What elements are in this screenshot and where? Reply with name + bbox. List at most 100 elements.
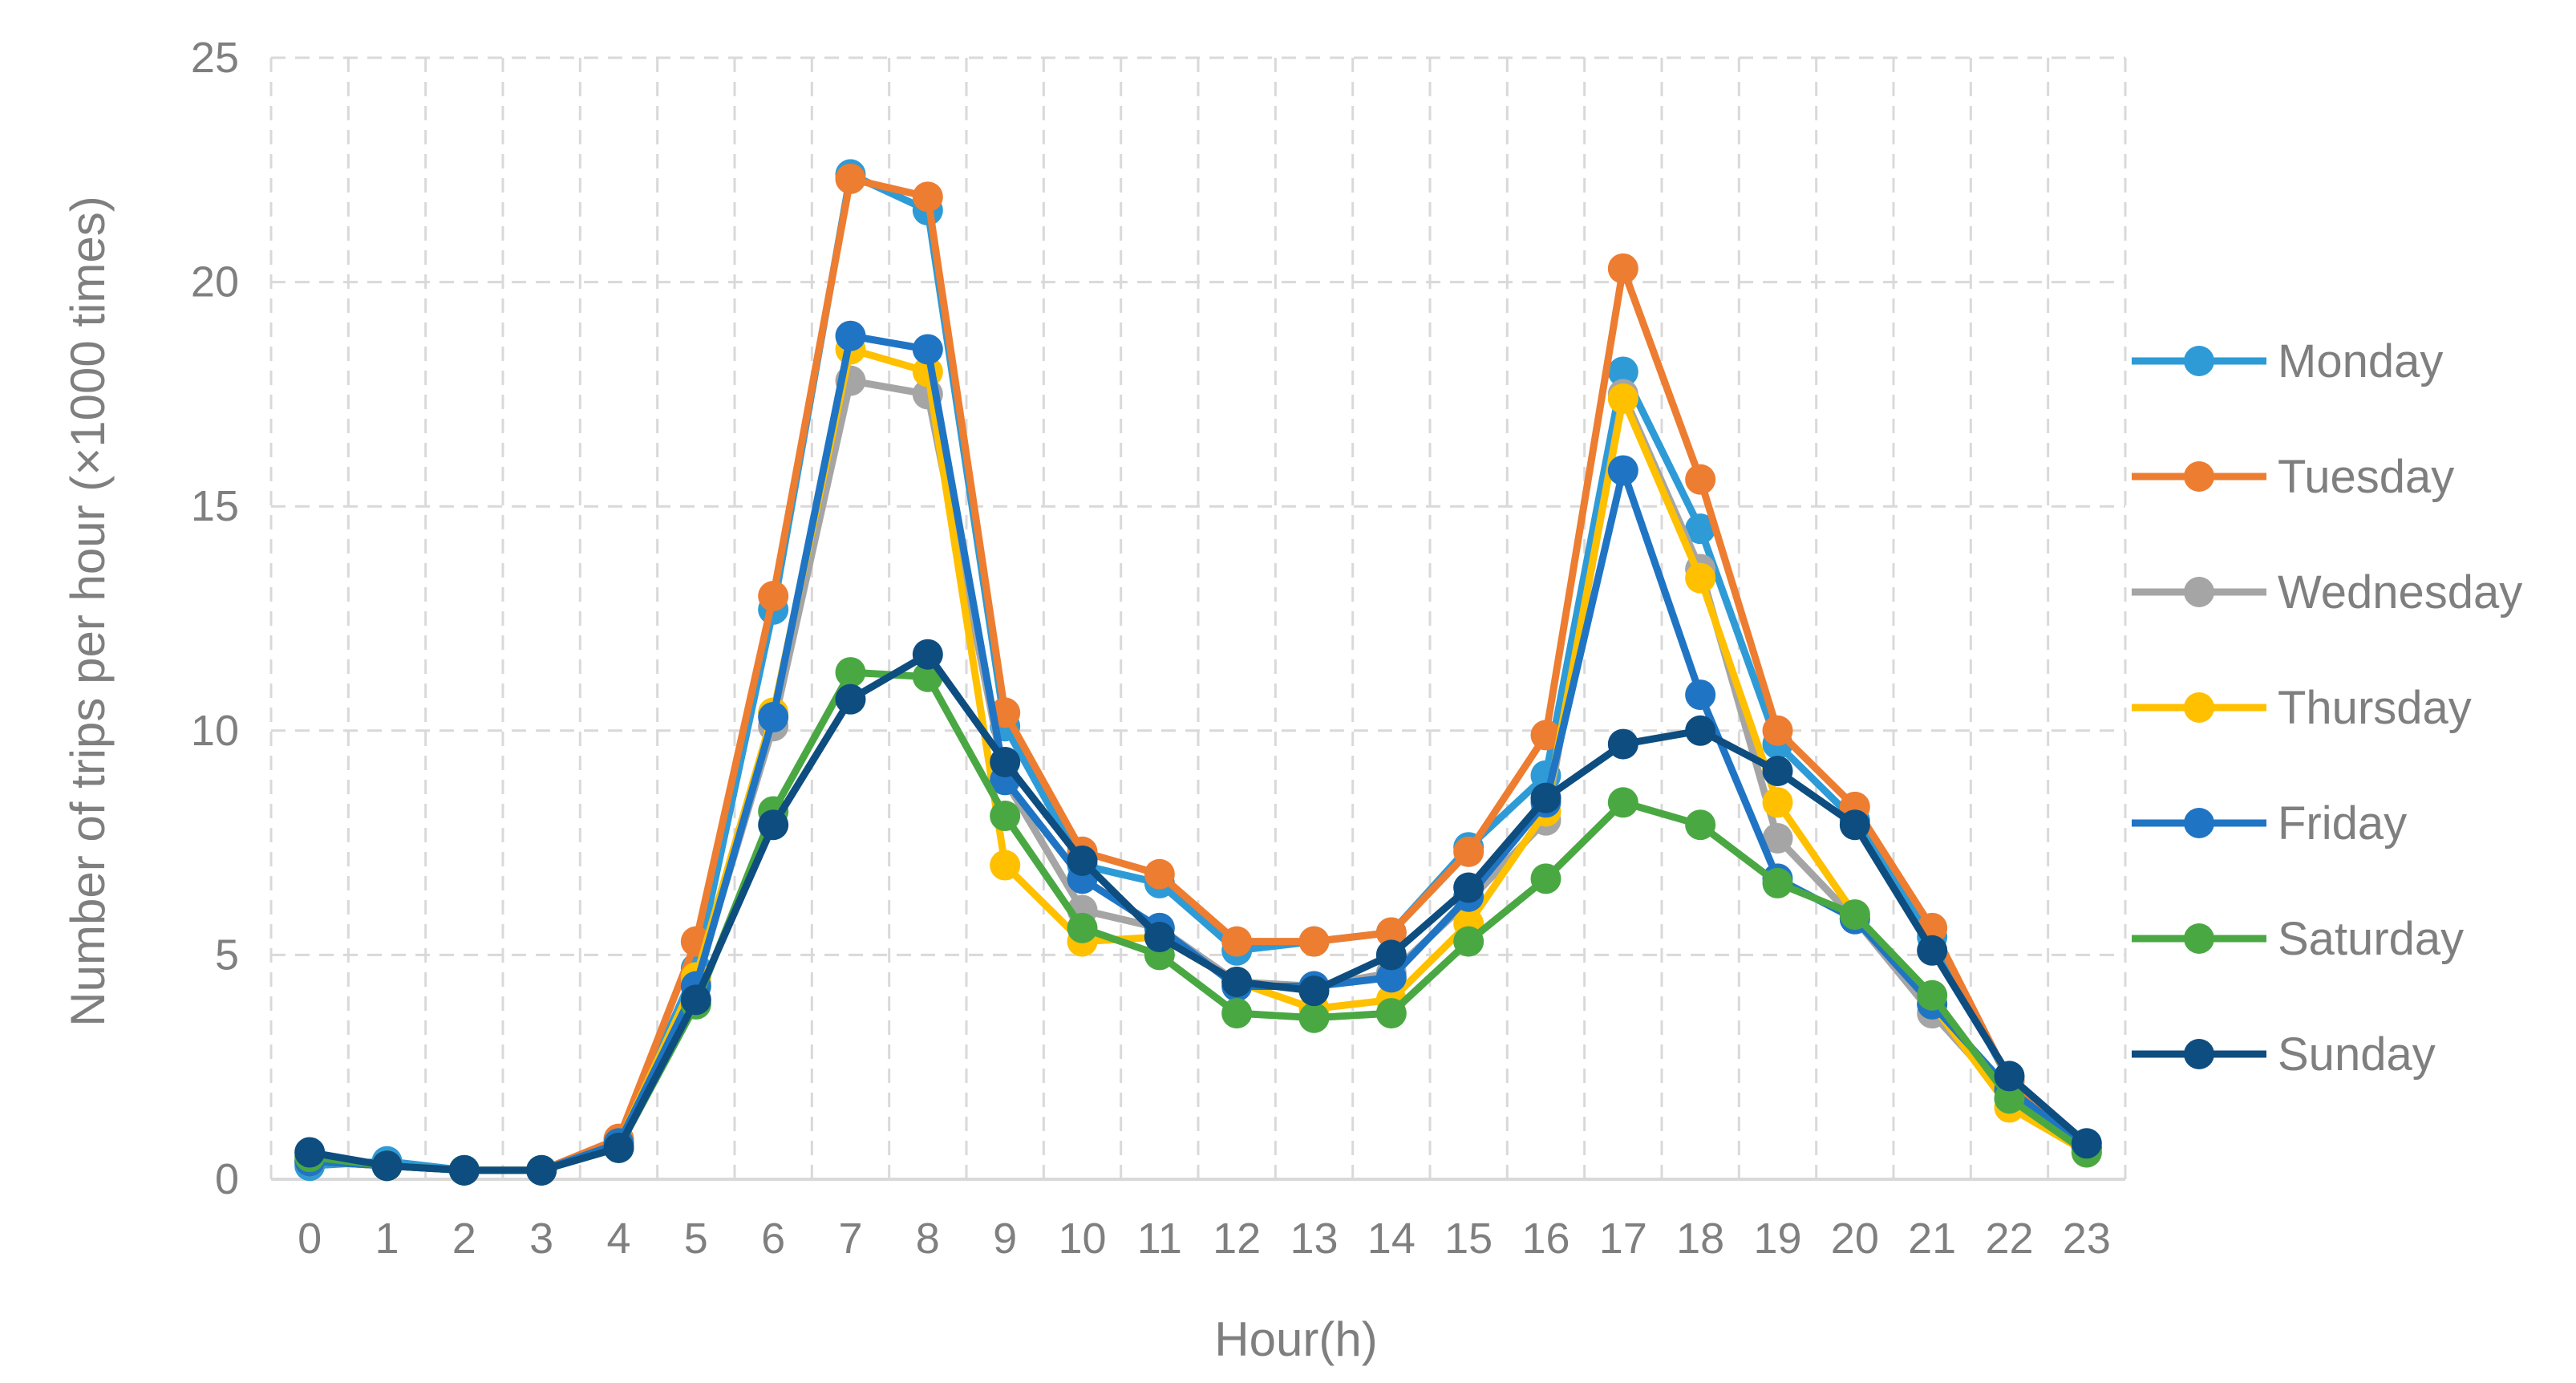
legend-item-friday: Friday — [2132, 797, 2407, 850]
x-axis-title: Hour(h) — [1214, 1312, 1377, 1366]
data-point — [1917, 979, 1948, 1011]
data-point — [1607, 356, 1638, 387]
x-tick-label: 16 — [1521, 1215, 1569, 1263]
data-point — [603, 1132, 634, 1163]
data-point — [758, 702, 789, 733]
data-point — [1607, 787, 1638, 818]
x-tick-label: 1 — [375, 1215, 399, 1263]
x-tick-label: 14 — [1367, 1215, 1416, 1263]
data-point — [1298, 926, 1330, 957]
y-tick-label: 5 — [215, 931, 239, 979]
x-tick-label: 23 — [2063, 1215, 2111, 1263]
x-tick-label: 22 — [1985, 1215, 2033, 1263]
x-tick-label: 12 — [1213, 1215, 1261, 1263]
legend-item-saturday: Saturday — [2132, 913, 2464, 965]
data-point — [1994, 1083, 2025, 1114]
data-point — [1994, 1061, 2025, 1092]
series-wednesday — [294, 365, 2102, 1186]
data-point — [1839, 899, 1870, 931]
data-point — [758, 809, 789, 841]
legend-swatch-marker — [2184, 461, 2214, 492]
series-sunday — [294, 639, 2102, 1186]
data-point — [990, 801, 1021, 832]
data-point — [1762, 823, 1793, 854]
x-tick-label: 20 — [1831, 1215, 1879, 1263]
data-point — [1144, 858, 1175, 890]
legend-swatch-marker — [2184, 1039, 2214, 1069]
data-point — [1375, 962, 1407, 993]
legend-label: Friday — [2278, 797, 2407, 850]
x-tick-label: 15 — [1444, 1215, 1493, 1263]
data-point — [1607, 253, 1638, 284]
data-point — [1607, 455, 1638, 486]
legend-label: Monday — [2278, 335, 2443, 387]
legend-swatch-marker — [2184, 692, 2214, 723]
data-point — [1762, 756, 1793, 787]
legend-swatch-marker — [2184, 923, 2214, 954]
y-tick-label: 0 — [215, 1155, 239, 1203]
data-point — [912, 639, 943, 670]
data-point — [1762, 867, 1793, 898]
data-point — [835, 657, 866, 688]
x-tick-label: 10 — [1058, 1215, 1106, 1263]
x-tick-labels: 0 1 2 3 4 5 6 7 8 9 10 11 12 13 14 15 16 17 18 19 20 21 22 23 — [298, 1215, 2111, 1263]
legend-label: Sunday — [2278, 1028, 2436, 1081]
y-tick-labels: 0 5 10 15 20 25 — [191, 34, 239, 1203]
data-point — [1839, 809, 1870, 841]
data-point — [835, 163, 866, 194]
data-point — [1685, 715, 1716, 746]
data-point — [1375, 939, 1407, 971]
x-tick-label: 21 — [1908, 1215, 1956, 1263]
data-point — [680, 984, 711, 1016]
x-tick-label: 17 — [1599, 1215, 1647, 1263]
data-point — [1067, 912, 1098, 943]
data-point — [1530, 863, 1561, 894]
legend-item-sunday: Sunday — [2132, 1028, 2436, 1081]
data-point — [1221, 926, 1253, 957]
data-point — [990, 746, 1021, 777]
legend-item-thursday: Thursday — [2132, 682, 2472, 734]
data-point — [835, 320, 866, 351]
data-point — [2071, 1128, 2102, 1159]
data-point — [912, 181, 943, 213]
x-tick-label: 7 — [838, 1215, 862, 1263]
data-point — [1607, 728, 1638, 760]
data-point — [1762, 787, 1793, 818]
x-tick-label: 4 — [606, 1215, 630, 1263]
data-point — [1762, 715, 1793, 746]
data-point — [1221, 998, 1253, 1029]
legend-item-monday: Monday — [2132, 335, 2443, 387]
x-tick-label: 9 — [993, 1215, 1017, 1263]
x-tick-label: 19 — [1753, 1215, 1801, 1263]
data-point — [1067, 845, 1098, 876]
x-tick-label: 5 — [684, 1215, 708, 1263]
x-tick-label: 8 — [916, 1215, 940, 1263]
grid — [269, 56, 2127, 1179]
data-point — [1530, 720, 1561, 751]
data-point — [1453, 926, 1484, 957]
legend-swatch-marker — [2184, 808, 2214, 838]
x-tick-label: 6 — [761, 1215, 785, 1263]
data-point — [1607, 383, 1638, 414]
data-point — [1685, 513, 1716, 545]
x-tick-label: 3 — [529, 1215, 553, 1263]
data-point — [1685, 562, 1716, 594]
data-point — [294, 1137, 326, 1168]
legend-label: Thursday — [2278, 682, 2472, 734]
x-tick-label: 0 — [298, 1215, 322, 1263]
y-axis-title: Number of trips per hour (×1000 times) — [61, 196, 115, 1026]
data-point — [1917, 935, 1948, 966]
data-point — [912, 334, 943, 365]
x-tick-label: 13 — [1290, 1215, 1338, 1263]
data-point — [1685, 464, 1716, 495]
y-tick-label: 15 — [191, 482, 239, 530]
legend-item-wednesday: Wednesday — [2132, 566, 2522, 618]
data-point — [1298, 975, 1330, 1007]
x-tick-label: 11 — [1137, 1215, 1182, 1263]
data-point — [526, 1154, 557, 1186]
data-point — [371, 1150, 403, 1182]
y-tick-label: 10 — [191, 707, 239, 755]
data-point — [1453, 872, 1484, 903]
data-point — [448, 1154, 480, 1186]
data-point — [1685, 809, 1716, 841]
